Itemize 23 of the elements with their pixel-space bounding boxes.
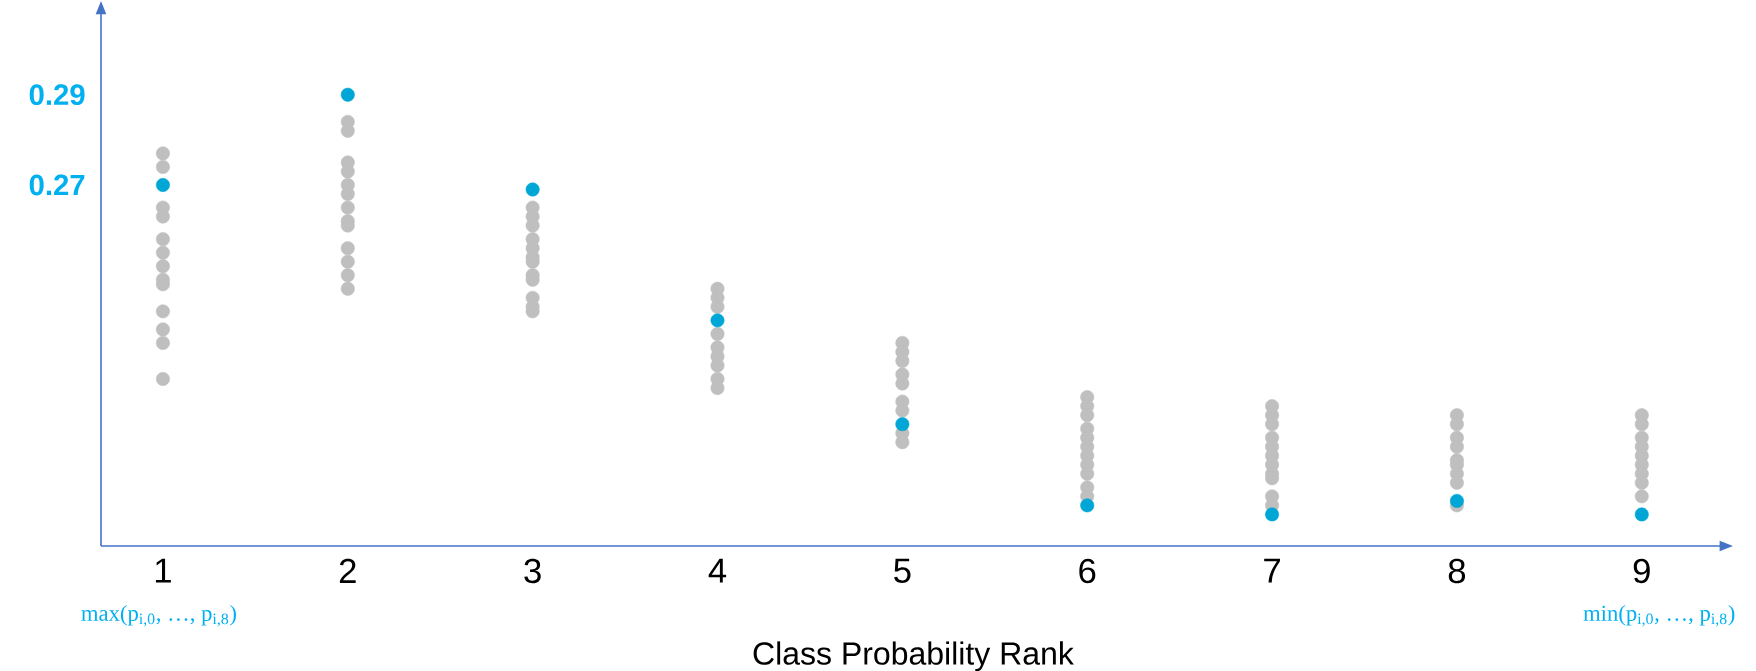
point <box>1634 507 1649 522</box>
point <box>710 313 725 328</box>
point <box>1449 493 1464 508</box>
x-tick-label: 4 <box>708 558 727 583</box>
x-tick-label: 7 <box>1264 558 1280 583</box>
x-tick-label: 5 <box>894 558 911 583</box>
x-axis-title: Class Probability Rank <box>753 641 1074 671</box>
point <box>340 87 355 102</box>
y-tick-label: 0.29 <box>29 84 85 106</box>
x-tick-label: 2 <box>339 558 356 583</box>
point <box>895 417 910 432</box>
text: min(p$_{i,0}$, …, p$_{i,8}$) <box>1583 604 1735 627</box>
point <box>1080 498 1095 513</box>
x-tick-label: 6 <box>1079 558 1096 584</box>
point <box>1265 507 1279 522</box>
x-tick-label: 9 <box>1633 558 1650 584</box>
x-tick-label: 1 <box>155 558 171 583</box>
y-tick-label: 0.27 <box>29 174 85 196</box>
x-tick-label: 3 <box>524 558 541 584</box>
point <box>155 178 170 192</box>
text: max(p$_{i,0}$, …, p$_{i,8}$) <box>81 604 236 627</box>
x-tick-label: 8 <box>1448 558 1466 584</box>
point <box>525 182 540 197</box>
